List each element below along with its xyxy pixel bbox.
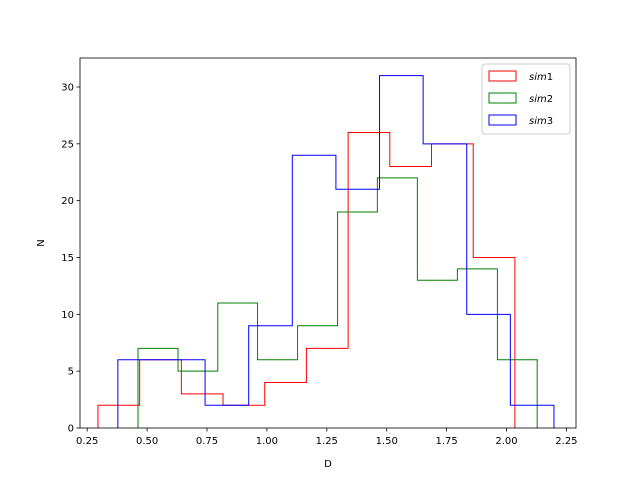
legend-frame: [481, 63, 571, 135]
x-axis: 0.25 0.50 0.75 1.00 1.25 1.50 1.75 2.00 2.25: [76, 428, 578, 447]
legend-swatch-sim2: [488, 92, 517, 104]
y-axis-label: N: [36, 239, 47, 246]
x-tick-label: 1.75: [435, 436, 457, 447]
legend: sim1 sim2 sim3: [481, 63, 571, 135]
x-tick-label: 0.75: [196, 436, 218, 447]
series-sim2-step-line: [137, 177, 538, 428]
y-tick-label: 5: [68, 367, 74, 378]
y-tick-label: 10: [61, 310, 74, 321]
x-tick-label: 1.00: [256, 436, 278, 447]
x-tick-label: 1.50: [376, 436, 398, 447]
x-tick-label: 1.25: [316, 436, 338, 447]
series-sim3-step-line: [117, 75, 555, 428]
legend-swatch-sim1: [488, 70, 517, 82]
legend-label-sim2: sim2: [529, 94, 553, 105]
series-layer: [97, 75, 555, 428]
x-tick-label: 2.00: [495, 436, 517, 447]
y-tick-label: 30: [61, 82, 74, 93]
y-tick-label: 20: [61, 196, 74, 207]
x-tick-label: 0.25: [76, 436, 98, 447]
legend-label-sim1: sim1: [529, 72, 553, 83]
y-tick-label: 15: [61, 253, 74, 264]
y-axis: 0 5 10 15 20 25 30: [61, 82, 80, 435]
x-tick-label: 0.50: [136, 436, 158, 447]
legend-label-sim3: sim3: [529, 116, 553, 127]
plot-frame: [79, 57, 577, 429]
y-tick-label: 25: [61, 139, 74, 150]
y-tick-label: 0: [68, 424, 74, 435]
x-axis-label: D: [324, 459, 332, 470]
x-tick-label: 2.25: [555, 436, 577, 447]
legend-swatch-sim3: [488, 114, 517, 126]
